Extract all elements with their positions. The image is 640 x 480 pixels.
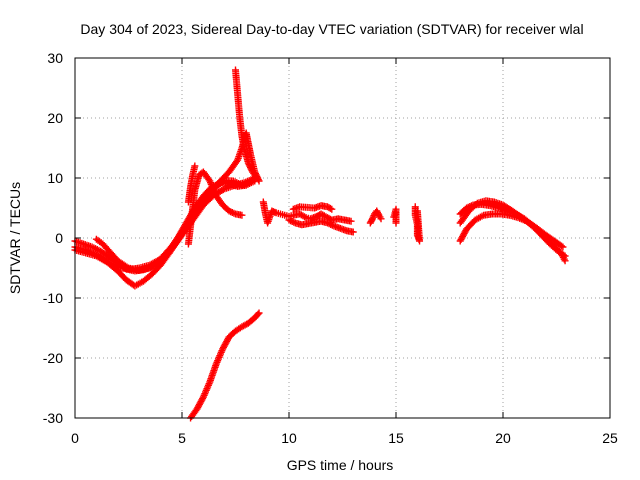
data-point: [288, 218, 296, 225]
data-point: [326, 204, 334, 212]
data-point: [287, 217, 295, 225]
data-point: [225, 207, 233, 215]
chart-title: Day 304 of 2023, Sidereal Day-to-day VTE…: [80, 21, 583, 37]
data-point: [230, 209, 238, 217]
y-tick-label: -10: [43, 290, 63, 306]
data-point: [254, 310, 262, 318]
x-tick-label: 15: [388, 430, 404, 446]
data-point: [328, 221, 336, 229]
series-lower-arc: [187, 309, 263, 422]
data-point: [255, 309, 263, 317]
data-point: [349, 228, 357, 236]
data-point: [324, 219, 332, 227]
data-point: [557, 242, 565, 250]
series-arc-b: [71, 177, 259, 290]
series-segment-15: [390, 205, 400, 227]
data-point: [325, 220, 333, 228]
x-tick-label: 20: [495, 430, 511, 446]
series-peak-arc: [232, 66, 261, 182]
data-point: [253, 174, 261, 182]
data-point: [290, 218, 298, 226]
data-point: [327, 221, 335, 228]
data-point: [413, 207, 421, 215]
y-axis-label: SDTVAR / TECUs: [7, 182, 23, 294]
data-point: [238, 211, 246, 219]
y-tick-label: 10: [47, 170, 63, 186]
tick-labels: 0 5 10 15 20 25 -30 -20 -10 0 10 20 30: [43, 50, 618, 446]
y-tick-label: -20: [43, 350, 63, 366]
series-mid-cluster-2: [285, 216, 357, 236]
x-axis-label: GPS time / hours: [287, 457, 394, 473]
series-arc-h: [456, 197, 567, 251]
series-segment-14: [366, 207, 385, 227]
series-mid-cluster-1: [259, 198, 355, 227]
data-point: [199, 395, 207, 402]
data-point: [219, 178, 227, 186]
data-point: [228, 209, 236, 216]
data-point: [392, 219, 400, 227]
series-mid-cluster-3: [289, 202, 336, 213]
data-point: [301, 213, 309, 221]
data-point: [285, 216, 293, 224]
data-point: [369, 213, 377, 221]
x-tick-label: 25: [602, 430, 618, 446]
data-point: [561, 257, 569, 265]
y-tick-label: 30: [47, 50, 63, 66]
x-tick-label: 10: [281, 430, 297, 446]
data-point: [377, 215, 385, 223]
data-point: [252, 173, 260, 180]
data-layer: [71, 66, 569, 422]
series-arc-d: [71, 175, 257, 273]
data-point: [227, 208, 235, 216]
x-tick-label: 0: [71, 430, 79, 446]
data-point: [328, 205, 336, 213]
series-segment-16: [411, 203, 424, 245]
y-tick-label: 0: [55, 230, 63, 246]
data-point: [347, 217, 355, 225]
data-point: [191, 162, 199, 170]
data-point: [219, 186, 227, 194]
series-arc-e: [184, 168, 246, 248]
data-point: [368, 215, 376, 223]
data-point: [559, 243, 567, 251]
y-tick-label: 20: [47, 110, 63, 126]
y-tick-label: -30: [43, 410, 63, 426]
grid-lines: [75, 58, 610, 418]
tick-marks: [74, 57, 611, 419]
series-arc-c: [92, 174, 259, 274]
x-tick-label: 5: [178, 430, 186, 446]
series-spike: [184, 162, 199, 206]
